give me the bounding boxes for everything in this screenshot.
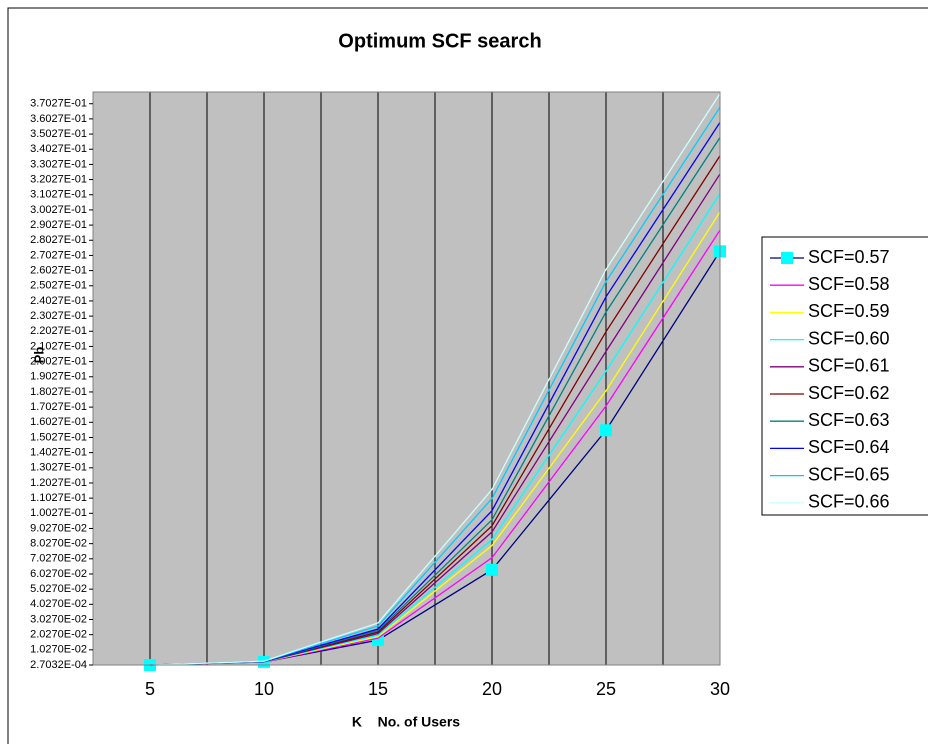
y-tick-label: 3.4027E-01 (30, 143, 87, 155)
y-tick-label: 3.0027E-01 (30, 204, 87, 216)
y-tick-label: 1.1027E-01 (30, 492, 87, 504)
y-tick-label: 1.6027E-01 (30, 416, 87, 428)
y-tick-label: 8.0270E-02 (30, 538, 87, 550)
y-tick-label: 2.0270E-02 (30, 629, 87, 641)
plot-area (93, 92, 720, 665)
y-tick-label: 3.3027E-01 (30, 158, 87, 170)
chart-title: Optimum SCF search (338, 30, 541, 52)
y-tick-label: 1.9027E-01 (30, 371, 87, 383)
y-tick-label: 2.4027E-01 (30, 295, 87, 307)
legend-marker (781, 252, 793, 264)
x-tick-label: 25 (596, 679, 616, 699)
y-tick-label: 1.8027E-01 (30, 386, 87, 398)
x-tick-label: 10 (254, 679, 274, 699)
legend-label: SCF=0.61 (808, 356, 890, 376)
y-tick-label: 1.7027E-01 (30, 401, 87, 413)
legend-label: SCF=0.64 (808, 437, 890, 457)
marker (600, 424, 612, 437)
y-tick-label: 3.7027E-01 (30, 98, 87, 110)
legend-label: SCF=0.59 (808, 301, 890, 321)
legend-label: SCF=0.66 (808, 492, 890, 512)
x-tick-label: 30 (710, 679, 730, 699)
y-tick-label: 3.1027E-01 (30, 189, 87, 201)
y-tick-label: 1.5027E-01 (30, 431, 87, 443)
legend-label: SCF=0.62 (808, 383, 890, 403)
y-tick-label: 9.0270E-02 (30, 522, 87, 534)
y-tick-label: 2.6027E-01 (30, 264, 87, 276)
legend-label: SCF=0.65 (808, 464, 890, 484)
plot-border (92, 91, 721, 666)
y-axis-label: Pb (31, 347, 46, 364)
y-tick-label: 2.7032E-04 (30, 659, 87, 671)
legend-label: SCF=0.58 (808, 274, 890, 294)
y-tick-label: 5.0270E-02 (30, 583, 87, 595)
y-tick-label: 2.0027E-01 (30, 356, 87, 368)
y-tick-label: 1.0270E-02 (30, 644, 87, 656)
x-tick-label: 5 (145, 679, 155, 699)
y-tick-label: 3.2027E-01 (30, 173, 87, 185)
y-tick-label: 4.0270E-02 (30, 598, 87, 610)
y-tick-label: 1.4027E-01 (30, 447, 87, 459)
y-tick-label: 7.0270E-02 (30, 553, 87, 565)
x-tick-label: 20 (482, 679, 502, 699)
y-tick-label: 3.6027E-01 (30, 113, 87, 125)
x-tick-label: 15 (368, 679, 388, 699)
legend-label: SCF=0.60 (808, 328, 890, 348)
y-tick-label: 2.3027E-01 (30, 310, 87, 322)
y-tick-label: 1.0027E-01 (30, 507, 87, 519)
y-tick-label: 2.2027E-01 (30, 325, 87, 337)
y-tick-label: 6.0270E-02 (30, 568, 87, 580)
y-tick-label: 1.3027E-01 (30, 462, 87, 474)
y-tick-label: 2.9027E-01 (30, 219, 87, 231)
y-tick-label: 2.8027E-01 (30, 234, 87, 246)
y-tick-label: 2.1027E-01 (30, 340, 87, 352)
y-tick-label: 1.2027E-01 (30, 477, 87, 489)
series-line (149, 93, 721, 666)
y-tick-label: 2.7027E-01 (30, 249, 87, 261)
legend-label: SCF=0.63 (808, 410, 890, 430)
marker (486, 563, 498, 576)
y-tick-label: 3.5027E-01 (30, 128, 87, 140)
y-tick-label: 2.5027E-01 (30, 280, 87, 292)
x-axis-label: K No. of Users (352, 714, 460, 730)
y-tick-label: 3.0270E-02 (30, 613, 87, 625)
legend-label: SCF=0.57 (808, 247, 890, 267)
legend (761, 236, 928, 516)
